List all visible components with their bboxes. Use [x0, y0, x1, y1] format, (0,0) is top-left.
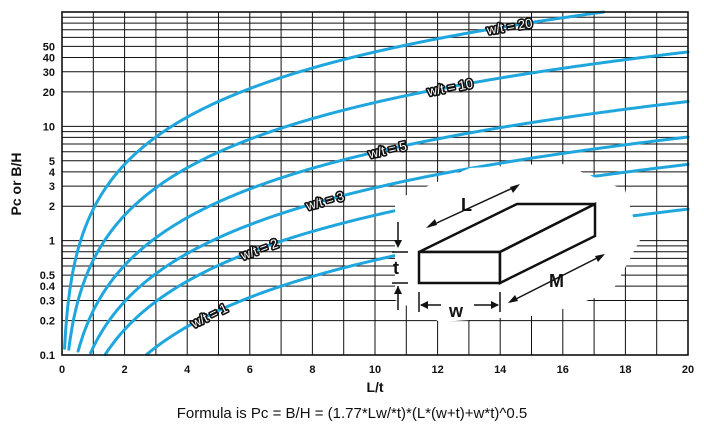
- m-arrow: [509, 254, 604, 303]
- y-tick-label: 0.4: [40, 281, 56, 293]
- series-line: [89, 135, 690, 355]
- bar-front-face: [417, 250, 502, 285]
- series-label-text: w/t = 20: [485, 15, 534, 37]
- series-label-text: w/t = 1: [188, 300, 230, 331]
- l-arrow: [427, 185, 518, 228]
- series-label-text: w/t = 5: [366, 138, 408, 161]
- y-axis-title: Pc or B/H: [8, 152, 24, 215]
- x-tick-label: 14: [494, 364, 507, 376]
- y-tick-label: 4: [49, 167, 56, 179]
- w-arrowhead-right: [491, 301, 499, 309]
- series-label: w/t = 3: [302, 187, 347, 215]
- label-l: L: [461, 195, 472, 215]
- tick-labels: 0 2 4 6 8 10 12 14 16 18 200.10.20.30.40.512345102…: [40, 41, 694, 376]
- x-tick-label: 6: [247, 364, 253, 376]
- y-tick-label: 0.2: [40, 316, 55, 328]
- y-tick-label: 30: [43, 67, 55, 79]
- label-t: t: [393, 258, 399, 278]
- y-tick-label: 20: [43, 87, 55, 99]
- y-tick-label: 2: [49, 201, 55, 213]
- x-tick-label: 20: [682, 364, 694, 376]
- x-tick-label: 16: [557, 364, 569, 376]
- y-tick-label: 10: [43, 121, 55, 133]
- series-line: [67, 50, 690, 351]
- x-tick-label: 12: [431, 364, 443, 376]
- m-arrowhead-end: [595, 254, 605, 262]
- series-label-text: w/t = 10: [425, 76, 474, 99]
- l-arrowhead-start: [426, 219, 437, 228]
- m-arrowhead-start: [508, 295, 518, 303]
- plot-frame: [61, 11, 689, 356]
- x-tick-label: 4: [184, 364, 191, 376]
- y-tick-label: 50: [43, 41, 55, 53]
- bar-dimension-diagram: L t w M: [392, 163, 640, 322]
- w-arrowhead-left: [420, 301, 428, 309]
- formula-caption: Formula is Pc = B/H = (1.77*Lw/*t)*(L*(w…: [176, 405, 528, 422]
- x-tick-label: 18: [619, 364, 631, 376]
- series-label: w/t = 10: [424, 74, 476, 101]
- x-tick-label: 8: [309, 364, 315, 376]
- y-tick-label: 5: [49, 156, 55, 168]
- series-label: w/t = 2: [236, 234, 282, 265]
- series-label: w/t = 5: [365, 137, 410, 163]
- y-tick-label: 40: [43, 52, 55, 64]
- label-w: w: [448, 301, 464, 321]
- label-m: M: [549, 271, 564, 291]
- l-arrowhead-end: [510, 184, 520, 193]
- series-line: [76, 100, 690, 353]
- t-arrowhead-top: [394, 240, 402, 248]
- x-tick-label: 0: [59, 364, 65, 376]
- x-axis-title: L/t: [366, 379, 383, 395]
- y-tick-label: 3: [49, 181, 55, 193]
- series-label: w/t = 20: [483, 14, 535, 40]
- x-tick-label: 10: [369, 364, 381, 376]
- t-arrowhead-bottom: [394, 286, 402, 294]
- bar-side-face: [498, 201, 597, 286]
- y-tick-label: 0.3: [40, 295, 55, 307]
- x-tick-label: 2: [122, 364, 128, 376]
- y-tick-label: 0.1: [40, 350, 55, 362]
- y-tick-label: 0.5: [40, 270, 55, 282]
- series-label-text: w/t = 2: [238, 236, 280, 264]
- y-tick-label: 1: [49, 236, 55, 248]
- series-label: w/t = 1: [186, 299, 231, 333]
- series-label-text: w/t = 3: [303, 189, 345, 214]
- series-line: [63, 10, 606, 350]
